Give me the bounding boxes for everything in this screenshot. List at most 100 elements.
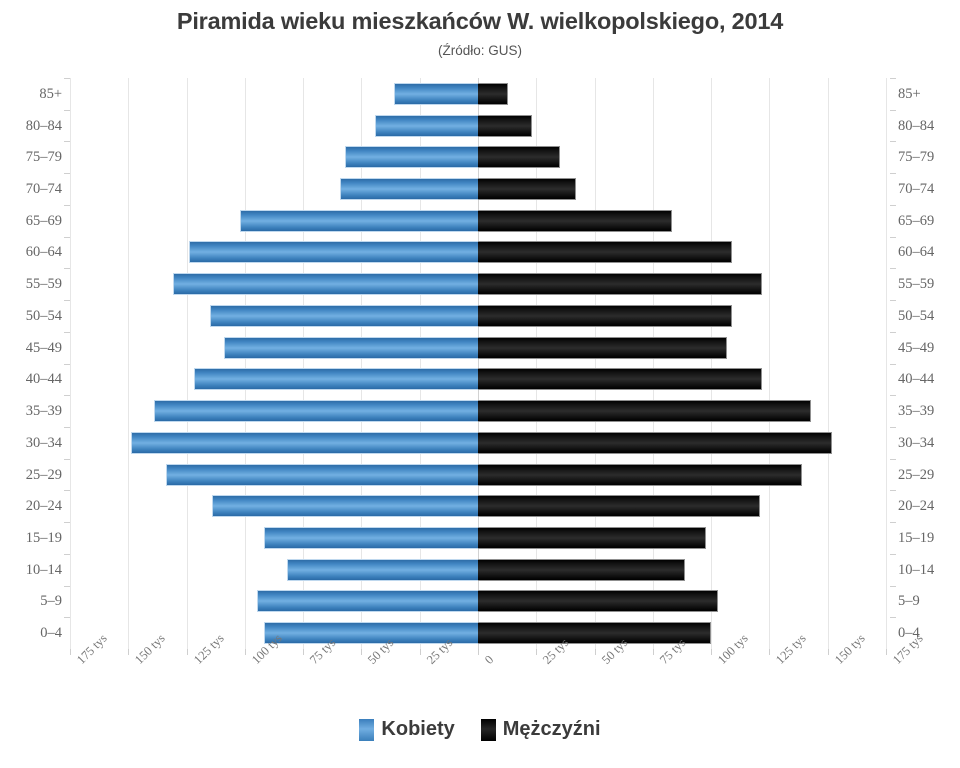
legend-swatch-female	[359, 718, 375, 741]
pyramid-row	[70, 526, 886, 549]
legend-label-female: Kobiety	[381, 718, 455, 740]
y-axis-label-right: 30–34	[898, 434, 935, 451]
bar-male[interactable]	[478, 273, 763, 296]
bar-female[interactable]	[375, 114, 478, 137]
bar-female[interactable]	[212, 495, 478, 518]
x-tick	[652, 649, 654, 655]
bar-male[interactable]	[478, 558, 686, 581]
y-tick	[890, 522, 896, 524]
y-axis-label-right: 20–24	[898, 498, 935, 515]
y-tick	[64, 395, 70, 397]
gridline	[769, 78, 771, 649]
x-tick	[711, 649, 713, 655]
x-tick	[769, 649, 771, 655]
bar-female[interactable]	[172, 273, 478, 296]
y-axis-label-left: 15–19	[25, 529, 62, 546]
bar-female[interactable]	[345, 146, 478, 169]
y-axis-label-left: 5–9	[40, 593, 62, 610]
bar-female[interactable]	[165, 463, 478, 486]
bar-male[interactable]	[478, 526, 707, 549]
y-axis-label-right: 80–84	[898, 117, 935, 134]
bar-male[interactable]	[478, 82, 509, 105]
pyramid-row	[70, 273, 886, 296]
x-axis-tick-label: 75 tys	[307, 635, 339, 667]
bar-male[interactable]	[478, 590, 719, 613]
gridline	[536, 78, 538, 649]
bar-male[interactable]	[478, 400, 812, 423]
y-tick	[890, 109, 896, 111]
bar-female[interactable]	[263, 526, 478, 549]
y-axis-label-right: 55–59	[898, 276, 935, 293]
x-axis-tick-label: 50 tys	[365, 635, 397, 667]
bar-male[interactable]	[478, 114, 532, 137]
legend-item-kobiety[interactable]: Kobiety	[359, 718, 455, 741]
bar-female[interactable]	[188, 241, 478, 264]
bar-female[interactable]	[209, 304, 478, 327]
x-tick	[419, 649, 421, 655]
gridline	[128, 78, 130, 649]
y-tick	[64, 173, 70, 175]
x-axis-tick-label: 25 tys	[540, 635, 572, 667]
bar-male[interactable]	[478, 463, 803, 486]
x-axis-tick-label: 150 tys	[132, 631, 168, 667]
y-tick	[890, 363, 896, 365]
pyramid-row	[70, 431, 886, 454]
bar-male[interactable]	[478, 431, 833, 454]
y-axis-label-left: 20–24	[25, 498, 62, 515]
y-tick	[64, 553, 70, 555]
bar-female[interactable]	[153, 400, 478, 423]
y-axis-label-right: 40–44	[898, 371, 935, 388]
y-axis-label-left: 10–14	[25, 561, 62, 578]
y-tick	[64, 617, 70, 619]
bar-male[interactable]	[478, 336, 728, 359]
chart-legend: Kobiety Mężczyźni	[0, 718, 960, 741]
bar-male[interactable]	[478, 368, 763, 391]
pyramid-row	[70, 495, 886, 518]
y-tick	[890, 426, 896, 428]
bar-male[interactable]	[478, 622, 712, 645]
pyramid-row	[70, 178, 886, 201]
bar-male[interactable]	[478, 495, 761, 518]
y-axis-label-right: 65–69	[898, 212, 935, 229]
bar-female[interactable]	[263, 622, 478, 645]
y-tick	[890, 331, 896, 333]
y-axis-label-right: 75–79	[898, 149, 935, 166]
bar-male[interactable]	[478, 146, 560, 169]
bar-male[interactable]	[478, 304, 733, 327]
pyramid-row	[70, 114, 886, 137]
y-tick	[890, 78, 896, 79]
y-axis-label-right: 5–9	[898, 593, 920, 610]
gridline-zero	[478, 78, 479, 649]
bar-female[interactable]	[256, 590, 478, 613]
bar-female[interactable]	[130, 431, 478, 454]
y-axis-label-right: 35–39	[898, 403, 935, 420]
gridline	[70, 78, 71, 649]
y-tick	[64, 268, 70, 270]
gridline	[361, 78, 363, 649]
bar-female[interactable]	[394, 82, 478, 105]
bar-female[interactable]	[193, 368, 478, 391]
y-tick	[890, 236, 896, 238]
x-axis-tick-label: 100 tys	[715, 631, 751, 667]
pyramid-row	[70, 368, 886, 391]
x-axis-tick-label: 175 tys	[890, 631, 926, 667]
bar-male[interactable]	[478, 209, 672, 232]
y-tick	[890, 268, 896, 270]
legend-item-mezczyzni[interactable]: Mężczyźni	[480, 718, 601, 741]
bar-female[interactable]	[340, 178, 478, 201]
bar-female[interactable]	[240, 209, 478, 232]
bar-female[interactable]	[286, 558, 478, 581]
gridline	[244, 78, 246, 649]
x-axis-tick-label: 0	[482, 652, 497, 667]
bar-female[interactable]	[223, 336, 478, 359]
bar-male[interactable]	[478, 241, 733, 264]
y-tick	[890, 300, 896, 302]
y-axis-label-left: 35–39	[25, 403, 62, 420]
y-axis-label-right: 0–4	[898, 625, 920, 642]
bar-male[interactable]	[478, 178, 576, 201]
pyramid-row	[70, 558, 886, 581]
x-tick	[478, 649, 479, 655]
y-axis-label-left: 0–4	[40, 625, 62, 642]
y-tick	[890, 553, 896, 555]
